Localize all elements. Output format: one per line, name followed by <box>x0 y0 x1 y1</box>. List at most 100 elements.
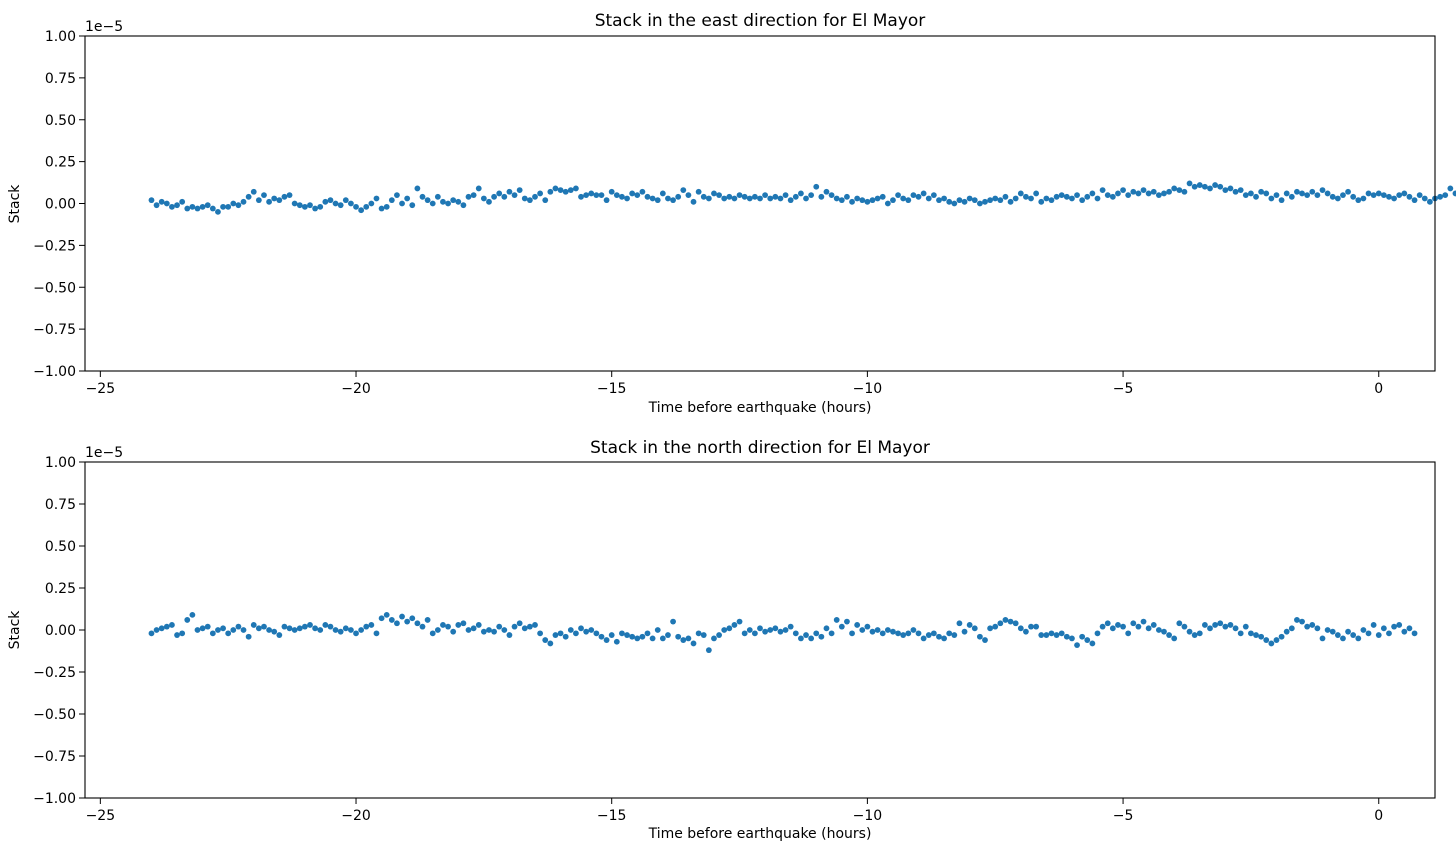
data-point <box>798 635 804 642</box>
data-point <box>1186 628 1193 635</box>
data-point <box>434 627 441 633</box>
data-point <box>1038 198 1045 205</box>
data-point <box>307 622 313 628</box>
plot-north: Stack in the north direction for El Mayo… <box>7 438 1436 842</box>
data-point <box>342 197 349 204</box>
data-point <box>1023 628 1029 635</box>
data-point <box>1406 625 1413 632</box>
data-point <box>910 192 917 199</box>
x-axis-ticks: −25 −20 −15 −10 −5 0 <box>86 371 1383 397</box>
data-point <box>189 203 196 210</box>
data-point <box>951 200 958 207</box>
data-point <box>348 627 354 633</box>
data-point <box>250 622 257 628</box>
data-point <box>987 625 994 632</box>
data-point <box>593 192 600 199</box>
data-point <box>480 195 487 202</box>
data-point <box>690 198 697 205</box>
data-point <box>557 187 564 194</box>
data-point <box>1437 193 1444 200</box>
data-point <box>1089 640 1096 647</box>
data-point <box>1125 630 1132 637</box>
data-point <box>1232 625 1239 632</box>
data-point <box>792 193 799 200</box>
data-point <box>1017 190 1024 197</box>
data-point <box>1079 197 1086 204</box>
data-point <box>1334 632 1341 638</box>
data-point <box>1007 618 1014 625</box>
data-point <box>1299 190 1305 197</box>
data-point <box>1365 630 1372 637</box>
data-point <box>158 625 165 632</box>
data-point <box>506 188 513 195</box>
data-point <box>1283 628 1290 635</box>
data-point <box>808 635 815 642</box>
data-point <box>726 193 733 200</box>
data-point <box>982 637 988 643</box>
y-offset-label: 1e−5 <box>85 445 123 461</box>
data-point <box>1115 622 1121 628</box>
data-point <box>624 632 630 638</box>
data-point <box>399 200 405 207</box>
y-tick-label: −1.00 <box>33 791 76 807</box>
data-point <box>1283 190 1290 197</box>
data-point <box>496 190 503 197</box>
data-point <box>373 195 380 202</box>
data-point <box>654 627 661 633</box>
data-point <box>1401 190 1408 197</box>
data-point <box>1130 620 1137 627</box>
data-point <box>1288 625 1295 632</box>
data-point <box>230 627 237 633</box>
data-point <box>1191 632 1198 638</box>
data-point <box>1109 193 1116 200</box>
data-point <box>1319 635 1326 642</box>
data-point <box>711 190 717 197</box>
data-point <box>997 620 1004 627</box>
data-point <box>491 628 497 635</box>
data-point <box>695 188 702 195</box>
data-point <box>342 625 349 632</box>
data-point <box>1048 630 1055 637</box>
data-point <box>1237 630 1244 637</box>
data-point <box>1242 623 1249 630</box>
data-point <box>573 630 579 637</box>
y-tick-label: 0.00 <box>45 197 76 213</box>
data-point <box>1309 622 1316 628</box>
y-tick-label: 0.75 <box>45 71 76 87</box>
x-axis-label: Time before earthquake (hours) <box>648 826 872 842</box>
data-point <box>767 195 774 202</box>
data-point <box>941 195 947 202</box>
data-point <box>930 630 937 637</box>
data-point <box>1222 187 1229 194</box>
data-point <box>1109 625 1116 632</box>
data-point <box>915 193 922 200</box>
data-point <box>1201 183 1208 190</box>
data-point <box>578 625 584 632</box>
data-point <box>199 203 206 210</box>
data-point <box>941 635 947 642</box>
data-point <box>521 625 528 632</box>
data-point <box>455 198 462 205</box>
data-point <box>460 202 467 209</box>
y-offset-label: 1e−5 <box>85 19 123 35</box>
data-point <box>1380 625 1387 632</box>
data-point <box>235 623 242 630</box>
data-point <box>613 638 620 645</box>
data-point <box>1145 625 1152 632</box>
data-point <box>204 623 211 630</box>
data-point <box>844 193 850 200</box>
data-point <box>557 630 564 637</box>
data-point <box>1345 188 1351 195</box>
data-point <box>1248 630 1254 637</box>
data-point <box>465 627 472 633</box>
y-tick-label: 1.00 <box>45 29 76 45</box>
data-point <box>327 623 334 630</box>
data-point <box>1043 632 1050 638</box>
data-point <box>992 623 999 630</box>
data-point <box>1207 185 1213 192</box>
data-point <box>716 192 722 199</box>
data-point <box>685 635 692 642</box>
data-point <box>184 205 191 212</box>
data-point <box>1273 637 1280 643</box>
